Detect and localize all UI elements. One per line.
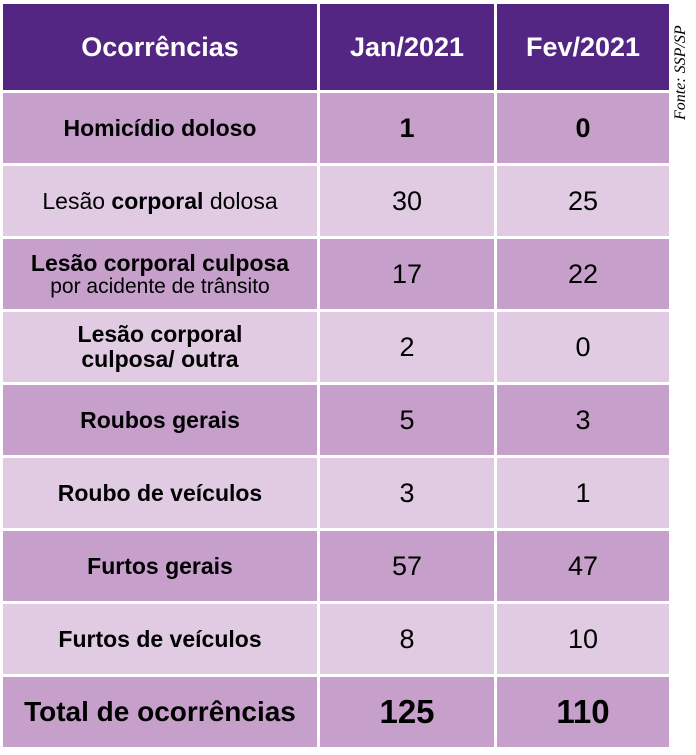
cell-fev: 0: [497, 312, 669, 382]
cell-jan: 8: [320, 604, 494, 674]
header-feb-2021: Fev/2021: [497, 4, 669, 90]
header-jan-2021: Jan/2021: [320, 4, 494, 90]
source-credit: Fonte: SSP/SP: [672, 25, 689, 120]
row-label-furtos-veiculos: Furtos de veículos: [3, 604, 317, 674]
row-label-lesao-dolosa: Lesão corporal dolosa: [3, 166, 317, 236]
row-label-lesao-outra: Lesão corporal culposa/ outra: [3, 312, 317, 382]
row-label-homicidio: Homicídio doloso: [3, 93, 317, 163]
row-label-furtos-gerais: Furtos gerais: [3, 531, 317, 601]
label-text: dolosa: [203, 187, 278, 214]
row-label-roubos-gerais: Roubos gerais: [3, 385, 317, 455]
cell-fev: 25: [497, 166, 669, 236]
cell-fev: 0: [497, 93, 669, 163]
cell-jan: 5: [320, 385, 494, 455]
cell-jan: 3: [320, 458, 494, 528]
cell-fev: 22: [497, 239, 669, 309]
occurrences-table: Ocorrências Jan/2021 Fev/2021 Homicídio …: [3, 4, 669, 747]
label-line2: culposa/ outra: [81, 346, 239, 372]
label-text: Lesão: [42, 187, 112, 214]
cell-fev: 3: [497, 385, 669, 455]
cell-jan: 30: [320, 166, 494, 236]
cell-jan: 1: [320, 93, 494, 163]
total-jan: 125: [320, 677, 494, 747]
label-line2: por acidente de trânsito: [50, 274, 270, 298]
label-line1: Lesão corporal: [77, 321, 243, 347]
cell-fev: 1: [497, 458, 669, 528]
label-text-bold: corporal: [111, 187, 204, 214]
header-occurrences: Ocorrências: [3, 4, 317, 90]
label-line1: Lesão corporal culposa: [30, 249, 290, 276]
total-label: Total de ocorrências: [3, 677, 317, 747]
label-text: Homicídio doloso: [63, 114, 257, 141]
cell-jan: 57: [320, 531, 494, 601]
cell-fev: 10: [497, 604, 669, 674]
row-label-roubo-veiculos: Roubo de veículos: [3, 458, 317, 528]
cell-jan: 17: [320, 239, 494, 309]
total-fev: 110: [497, 677, 669, 747]
cell-fev: 47: [497, 531, 669, 601]
row-label-lesao-transito: Lesão corporal culposa por acidente de tr…: [3, 239, 317, 309]
cell-jan: 2: [320, 312, 494, 382]
